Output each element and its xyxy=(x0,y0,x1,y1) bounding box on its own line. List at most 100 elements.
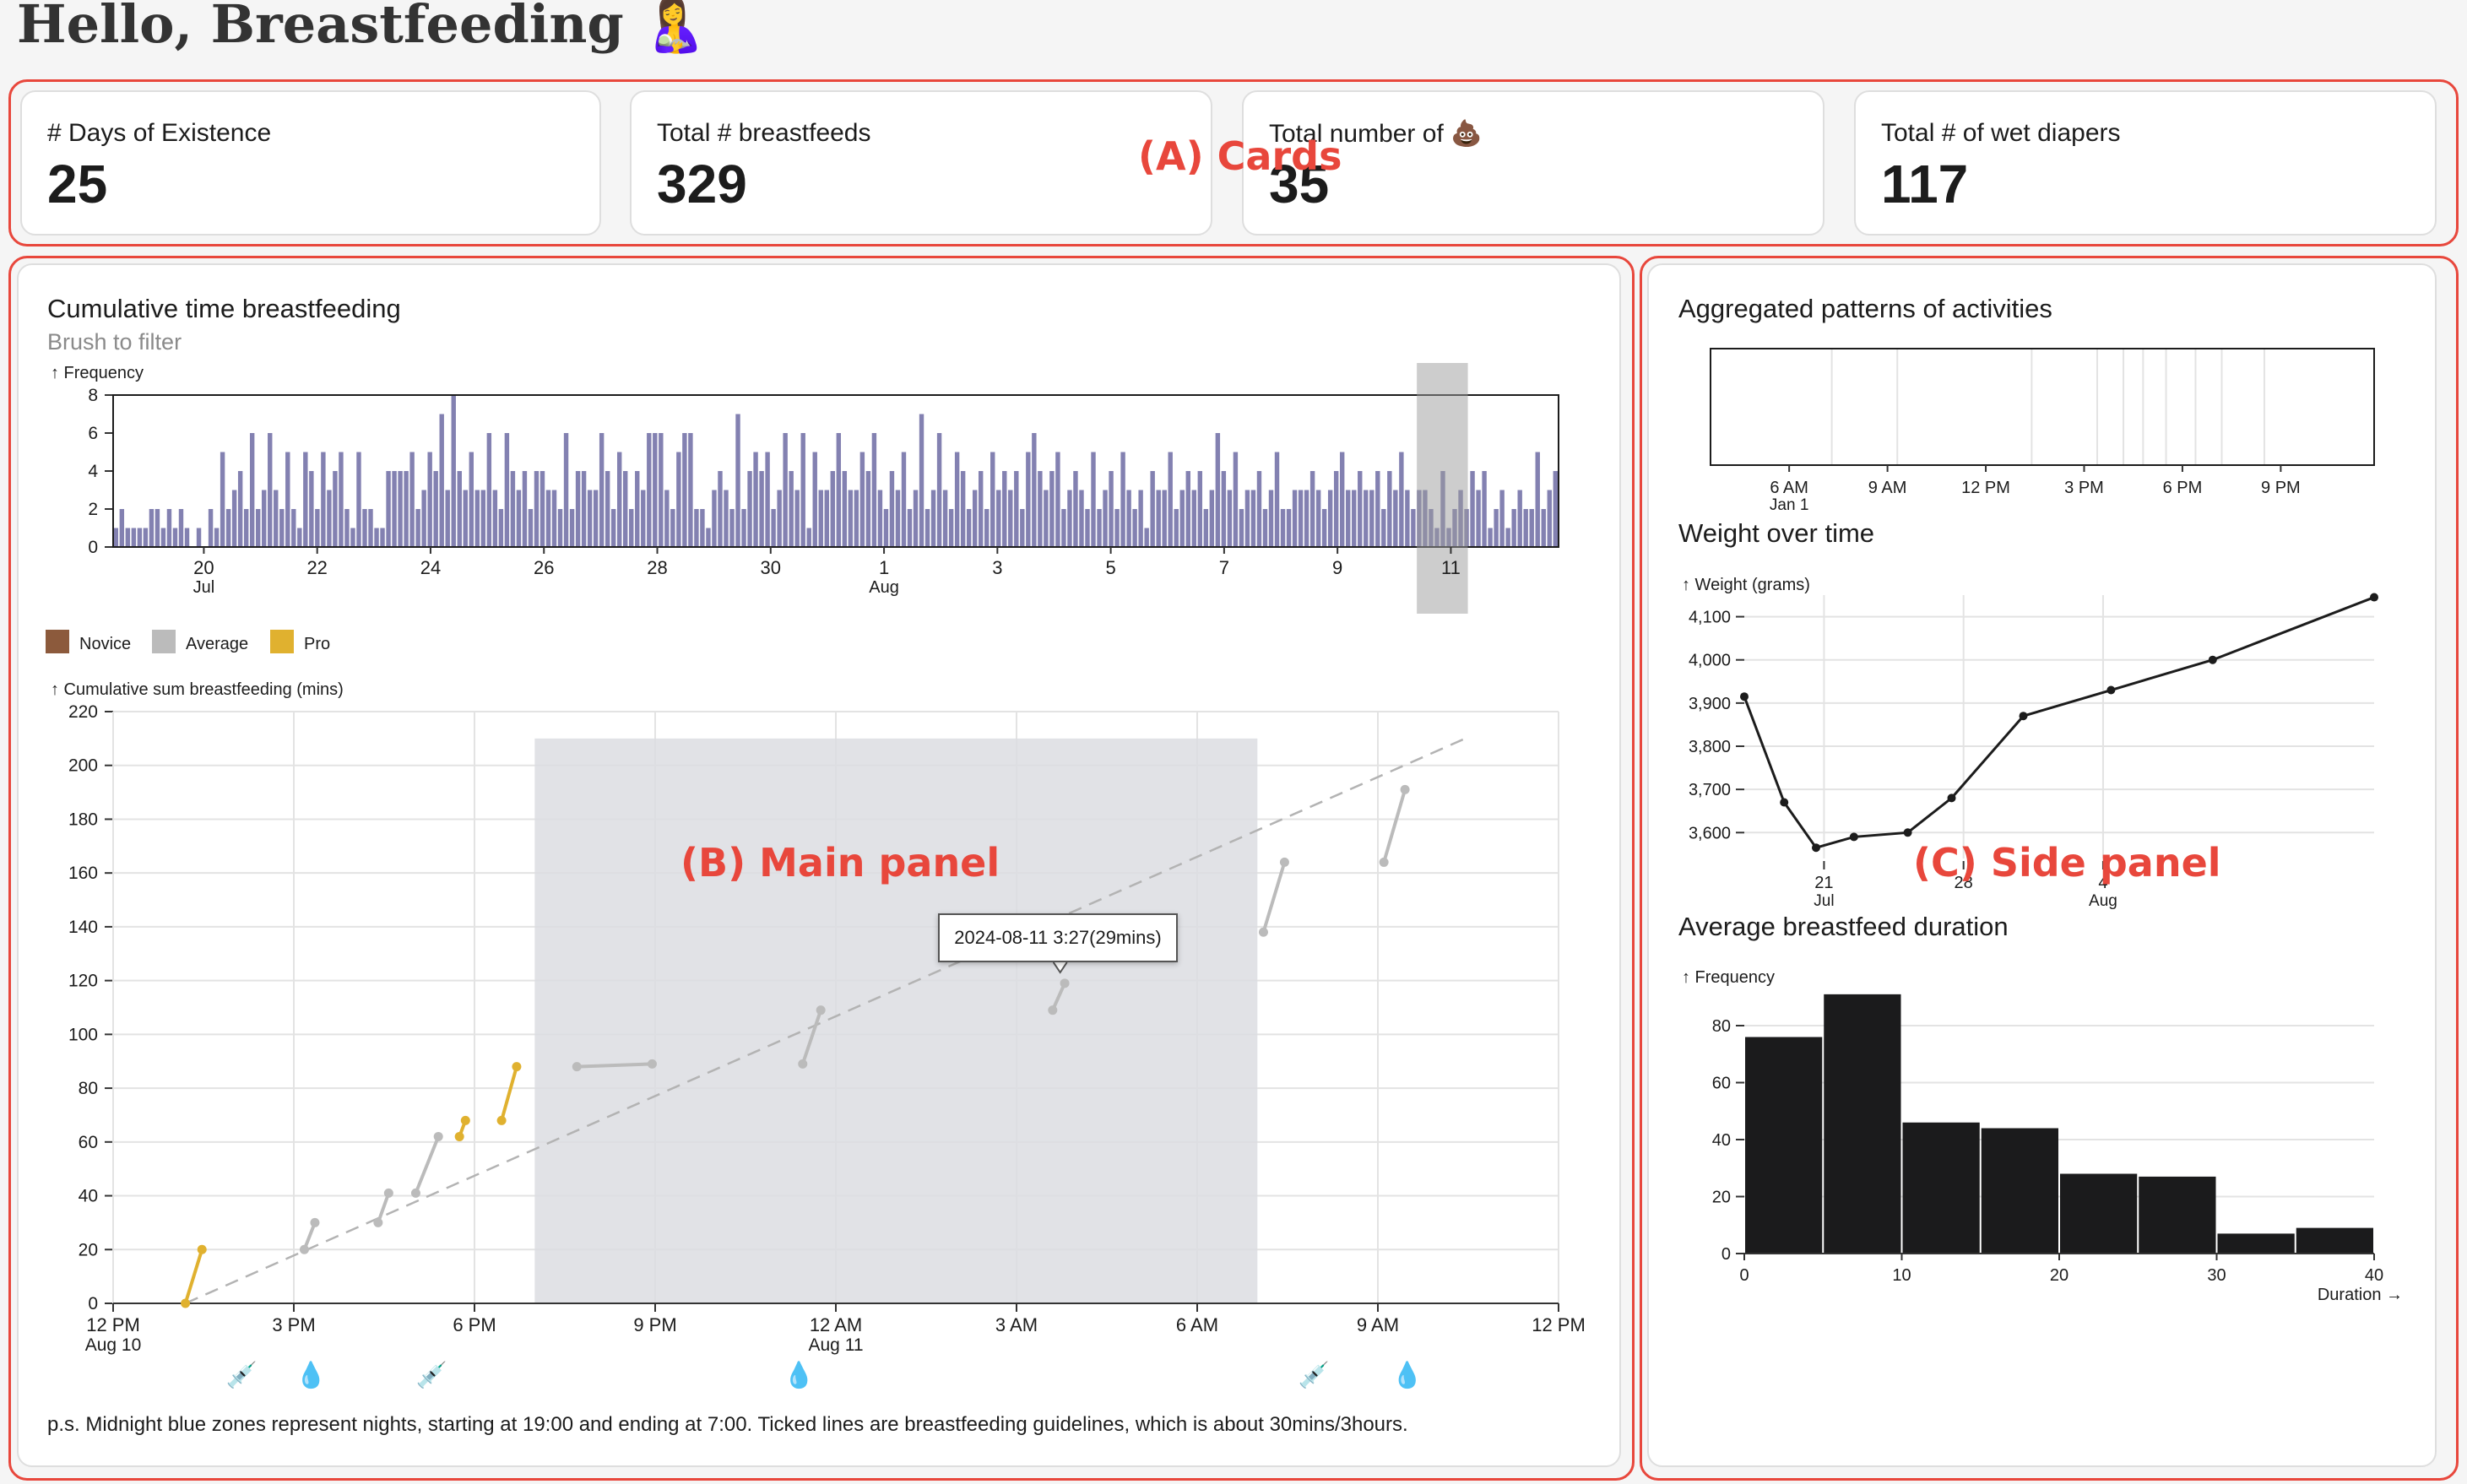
frequency-bar xyxy=(765,452,770,547)
frequency-bar xyxy=(309,471,314,547)
drop-icon: 💧 xyxy=(783,1362,815,1389)
frequency-bar xyxy=(333,471,338,547)
weight-y-tick-label: 4,100 xyxy=(1689,609,1731,627)
frequency-bar xyxy=(498,509,504,547)
frequency-axis-label: ↑ Frequency xyxy=(51,364,144,382)
weight-y-tick-label: 3,600 xyxy=(1689,824,1731,842)
frequency-bar xyxy=(172,528,178,547)
frequency-x-tick-label: 11 xyxy=(1441,557,1461,578)
frequency-bar xyxy=(137,528,143,547)
cumulative-x-tick-sublabel: Aug 10 xyxy=(85,1335,142,1355)
frequency-bar xyxy=(374,528,379,547)
frequency-bar xyxy=(984,509,990,547)
frequency-bar xyxy=(587,490,593,547)
frequency-bar xyxy=(1411,509,1416,547)
side-panel-annotation-box xyxy=(1640,256,2459,1481)
duration-x-tick-label: 10 xyxy=(1892,1266,1911,1285)
frequency-bar xyxy=(1393,490,1398,547)
cumulative-x-tick-label: 12 PM xyxy=(1532,1314,1586,1335)
card-days: # Days of Existence 25 xyxy=(20,90,601,236)
frequency-bar xyxy=(718,471,723,547)
frequency-bar xyxy=(1375,471,1380,547)
frequency-bar xyxy=(1091,452,1096,547)
frequency-bar xyxy=(380,528,385,547)
duration-y-tick-label: 0 xyxy=(1721,1245,1731,1264)
frequency-bar xyxy=(712,490,717,547)
frequency-bar xyxy=(700,509,705,547)
cumulative-y-tick-label: 120 xyxy=(68,972,98,991)
card-breastfeeds-value: 329 xyxy=(657,154,747,214)
frequency-bar xyxy=(1008,490,1013,547)
duration-bar xyxy=(1902,1122,1980,1254)
frequency-bar xyxy=(1482,471,1487,547)
frequency-bar xyxy=(1494,509,1499,547)
frequency-bar xyxy=(1203,509,1209,547)
frequency-bar xyxy=(996,490,1001,547)
weight-x-tick-label: 28 xyxy=(1955,874,1973,892)
frequency-bar xyxy=(610,509,616,547)
weight-point xyxy=(1903,828,1912,837)
frequency-bar xyxy=(966,509,972,547)
frequency-bar xyxy=(1274,452,1280,547)
weight-point xyxy=(1849,832,1858,842)
frequency-bar xyxy=(155,509,160,547)
frequency-bar xyxy=(1061,509,1066,547)
weight-point xyxy=(1780,798,1789,807)
duration-y-tick-label: 40 xyxy=(1712,1131,1731,1150)
frequency-bar xyxy=(480,490,486,547)
frequency-bar xyxy=(1162,490,1167,547)
frequency-bar xyxy=(1126,490,1131,547)
duration-x-tick-label: 0 xyxy=(1739,1266,1749,1285)
frequency-bar xyxy=(297,528,302,547)
duration-x-axis-label: Duration → xyxy=(2318,1286,2403,1304)
frequency-bar xyxy=(274,490,279,547)
cumulative-x-tick-label: 6 PM xyxy=(453,1314,496,1335)
frequency-bar xyxy=(777,490,782,547)
syringe-icon: 💉 xyxy=(415,1362,447,1389)
frequency-bar xyxy=(1327,490,1333,547)
frequency-x-tick-sublabel: Aug xyxy=(869,578,899,597)
frequency-bar xyxy=(1339,452,1345,547)
frequency-bar xyxy=(664,490,670,547)
frequency-bar xyxy=(1547,490,1552,547)
session-point xyxy=(798,1059,808,1069)
frequency-bar xyxy=(1286,509,1292,547)
cumulative-y-tick-label: 60 xyxy=(79,1133,98,1152)
frequency-bar xyxy=(421,490,426,547)
cumulative-y-tick-label: 200 xyxy=(68,756,98,776)
session-segment-average xyxy=(800,1010,823,1065)
frequency-bar xyxy=(848,490,854,547)
duration-x-tick-label: 30 xyxy=(2207,1266,2226,1285)
weight-point xyxy=(2106,685,2116,695)
frequency-bar xyxy=(208,509,214,547)
night-zones-note: p.s. Midnight blue zones represent night… xyxy=(47,1413,1408,1436)
frequency-bar xyxy=(196,528,202,547)
frequency-bar xyxy=(919,414,924,547)
cumulative-axis-label: ↑ Cumulative sum breastfeeding (mins) xyxy=(51,680,344,699)
session-segment-pro xyxy=(500,1066,518,1121)
frequency-bar xyxy=(451,395,456,547)
frequency-bar xyxy=(1085,509,1090,547)
frequency-y-tick-label: 8 xyxy=(88,386,98,405)
session-segment-pro xyxy=(183,1248,204,1304)
session-segment-average xyxy=(577,1062,653,1069)
frequency-bar xyxy=(972,490,978,547)
cards-annotation-box xyxy=(8,79,2459,246)
weight-y-tick-label: 3,800 xyxy=(1689,738,1731,756)
frequency-bar xyxy=(1268,490,1274,547)
frequency-bar xyxy=(735,414,740,547)
patterns-x-tick-label: 9 PM xyxy=(2261,479,2301,497)
weight-point xyxy=(2019,712,2028,721)
cumulative-x-tick-label: 3 PM xyxy=(272,1314,315,1335)
frequency-bar xyxy=(362,509,367,547)
cumulative-line-chart: ↑ Cumulative sum breastfeeding (mins) 0 20… xyxy=(51,680,1586,1355)
frequency-bar xyxy=(184,528,190,547)
frequency-bar xyxy=(113,528,119,547)
card-days-value: 25 xyxy=(47,154,108,214)
cumulative-y-tick-label: 80 xyxy=(79,1079,98,1098)
drop-icon: 💧 xyxy=(1391,1362,1423,1389)
frequency-x-tick-label: 9 xyxy=(1332,557,1342,578)
frequency-bar xyxy=(747,471,752,547)
